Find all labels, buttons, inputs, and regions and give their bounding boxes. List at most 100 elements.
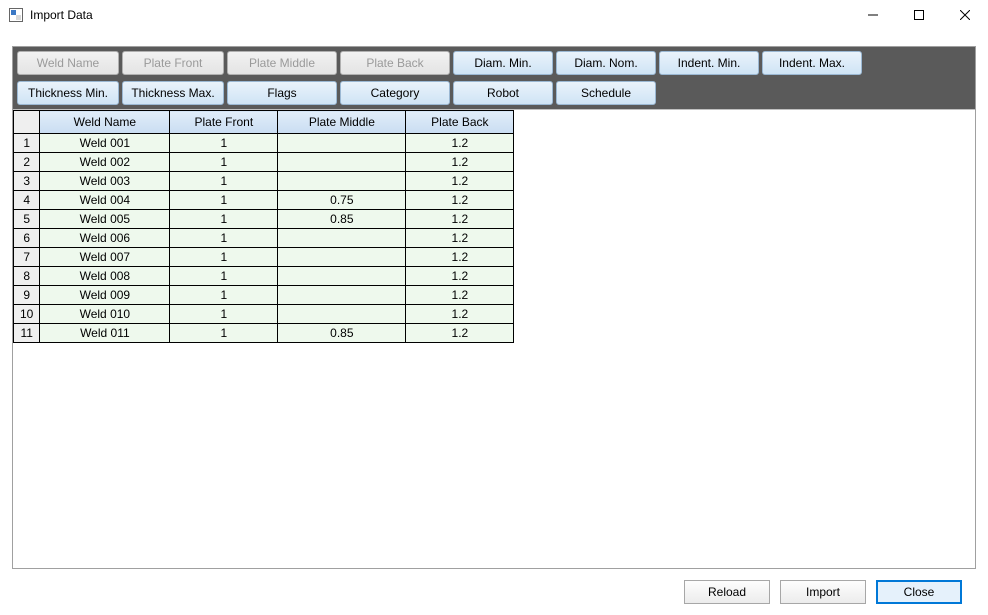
- cell[interactable]: Weld 010: [40, 305, 170, 324]
- row-number[interactable]: 7: [14, 248, 40, 267]
- minimize-button[interactable]: [850, 0, 896, 30]
- cell[interactable]: [278, 229, 406, 248]
- cell[interactable]: 1.2: [406, 324, 514, 343]
- cell[interactable]: [278, 172, 406, 191]
- cell[interactable]: 1: [170, 324, 278, 343]
- row-number[interactable]: 10: [14, 305, 40, 324]
- cell[interactable]: 1: [170, 267, 278, 286]
- cell[interactable]: Weld 011: [40, 324, 170, 343]
- cell[interactable]: 1: [170, 286, 278, 305]
- table-row[interactable]: 3Weld 0031 1.2: [14, 172, 514, 191]
- column-header-weld-name[interactable]: Weld Name: [40, 111, 170, 134]
- row-number[interactable]: 8: [14, 267, 40, 286]
- cell[interactable]: 1.2: [406, 267, 514, 286]
- cell[interactable]: 1.2: [406, 191, 514, 210]
- table-row[interactable]: 4Weld 00410.751.2: [14, 191, 514, 210]
- maximize-button[interactable]: [896, 0, 942, 30]
- cell[interactable]: Weld 004: [40, 191, 170, 210]
- row-number[interactable]: 2: [14, 153, 40, 172]
- column-toggle-plate-middle: Plate Middle: [227, 51, 337, 75]
- table-row[interactable]: 1Weld 0011 1.2: [14, 134, 514, 153]
- column-toggle-indent-min[interactable]: Indent. Min.: [659, 51, 759, 75]
- column-toggle-thickness-max[interactable]: Thickness Max.: [122, 81, 224, 105]
- cell[interactable]: 1.2: [406, 248, 514, 267]
- import-button[interactable]: Import: [780, 580, 866, 604]
- column-toggle-flags[interactable]: Flags: [227, 81, 337, 105]
- cell[interactable]: 1: [170, 172, 278, 191]
- table-row[interactable]: 6Weld 0061 1.2: [14, 229, 514, 248]
- table-row[interactable]: 7Weld 0071 1.2: [14, 248, 514, 267]
- table-row[interactable]: 11Weld 01110.851.2: [14, 324, 514, 343]
- table-scroll[interactable]: Weld NamePlate FrontPlate MiddlePlate Ba…: [13, 109, 975, 568]
- column-toggle-weld-name: Weld Name: [17, 51, 119, 75]
- column-header-plate-back[interactable]: Plate Back: [406, 111, 514, 134]
- cell[interactable]: Weld 002: [40, 153, 170, 172]
- cell[interactable]: 0.85: [278, 324, 406, 343]
- cell[interactable]: [278, 305, 406, 324]
- column-toggle-diam-min[interactable]: Diam. Min.: [453, 51, 553, 75]
- main-panel: Weld NamePlate FrontPlate MiddlePlate Ba…: [12, 46, 976, 569]
- cell[interactable]: 1: [170, 191, 278, 210]
- table-row[interactable]: 8Weld 0081 1.2: [14, 267, 514, 286]
- cell[interactable]: 1.2: [406, 210, 514, 229]
- row-number[interactable]: 1: [14, 134, 40, 153]
- column-toggle-robot[interactable]: Robot: [453, 81, 553, 105]
- row-number[interactable]: 11: [14, 324, 40, 343]
- column-toolbar: Weld NamePlate FrontPlate MiddlePlate Ba…: [13, 47, 975, 109]
- row-number[interactable]: 5: [14, 210, 40, 229]
- cell[interactable]: 1.2: [406, 286, 514, 305]
- row-number[interactable]: 9: [14, 286, 40, 305]
- cell[interactable]: [278, 248, 406, 267]
- cell[interactable]: [278, 153, 406, 172]
- table-row[interactable]: 2Weld 0021 1.2: [14, 153, 514, 172]
- cell[interactable]: 1.2: [406, 134, 514, 153]
- column-toggle-thickness-min[interactable]: Thickness Min.: [17, 81, 119, 105]
- content-area: Weld NamePlate FrontPlate MiddlePlate Ba…: [0, 30, 988, 615]
- cell[interactable]: [278, 267, 406, 286]
- titlebar: Import Data: [0, 0, 988, 30]
- cell[interactable]: Weld 006: [40, 229, 170, 248]
- table-row[interactable]: 9Weld 0091 1.2: [14, 286, 514, 305]
- cell[interactable]: Weld 007: [40, 248, 170, 267]
- close-button[interactable]: [942, 0, 988, 30]
- cell[interactable]: 0.85: [278, 210, 406, 229]
- cell[interactable]: Weld 008: [40, 267, 170, 286]
- cell[interactable]: 0.75: [278, 191, 406, 210]
- column-toggle-schedule[interactable]: Schedule: [556, 81, 656, 105]
- app-icon: [8, 7, 24, 23]
- cell[interactable]: 1.2: [406, 305, 514, 324]
- reload-button[interactable]: Reload: [684, 580, 770, 604]
- cell[interactable]: [278, 286, 406, 305]
- column-header-plate-middle[interactable]: Plate Middle: [278, 111, 406, 134]
- cell[interactable]: 1: [170, 229, 278, 248]
- column-toggle-plate-front: Plate Front: [122, 51, 224, 75]
- cell[interactable]: [278, 134, 406, 153]
- cell[interactable]: 1.2: [406, 172, 514, 191]
- cell[interactable]: Weld 009: [40, 286, 170, 305]
- column-header-plate-front[interactable]: Plate Front: [170, 111, 278, 134]
- window-controls: [850, 0, 988, 30]
- table-row[interactable]: 5Weld 00510.851.2: [14, 210, 514, 229]
- footer-buttons: Reload Import Close: [12, 569, 976, 615]
- cell[interactable]: 1: [170, 134, 278, 153]
- column-toggle-diam-nom[interactable]: Diam. Nom.: [556, 51, 656, 75]
- column-toggle-category[interactable]: Category: [340, 81, 450, 105]
- cell[interactable]: 1: [170, 305, 278, 324]
- cell[interactable]: 1: [170, 210, 278, 229]
- close-dialog-button[interactable]: Close: [876, 580, 962, 604]
- row-number[interactable]: 3: [14, 172, 40, 191]
- row-number[interactable]: 4: [14, 191, 40, 210]
- rownum-header: [14, 111, 40, 134]
- cell[interactable]: Weld 003: [40, 172, 170, 191]
- cell[interactable]: 1.2: [406, 153, 514, 172]
- data-table: Weld NamePlate FrontPlate MiddlePlate Ba…: [13, 110, 514, 343]
- cell[interactable]: Weld 001: [40, 134, 170, 153]
- row-number[interactable]: 6: [14, 229, 40, 248]
- window-title: Import Data: [30, 8, 850, 22]
- cell[interactable]: 1: [170, 153, 278, 172]
- cell[interactable]: 1: [170, 248, 278, 267]
- column-toggle-indent-max[interactable]: Indent. Max.: [762, 51, 862, 75]
- cell[interactable]: 1.2: [406, 229, 514, 248]
- table-row[interactable]: 10Weld 0101 1.2: [14, 305, 514, 324]
- cell[interactable]: Weld 005: [40, 210, 170, 229]
